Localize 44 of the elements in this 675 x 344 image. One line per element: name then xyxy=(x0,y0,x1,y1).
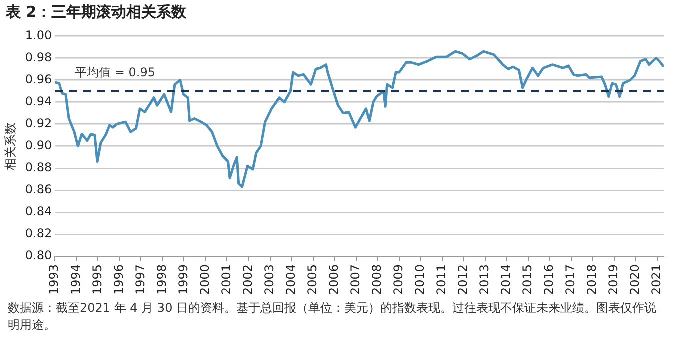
y-tick-label: 0.86 xyxy=(25,182,52,197)
y-tick-label: 1.00 xyxy=(25,28,52,42)
x-tick-label: 1999 xyxy=(176,264,190,296)
x-tick-label: 2009 xyxy=(391,264,406,296)
y-tick-label: 0.94 xyxy=(25,94,52,108)
x-tick-label: 2017 xyxy=(564,264,578,296)
y-tick-label: 0.90 xyxy=(25,138,52,152)
y-tick-label: 0.88 xyxy=(25,160,52,174)
x-tick-label: 2008 xyxy=(370,264,384,296)
x-tick-label: 1995 xyxy=(90,264,104,296)
x-tick-label: 2020 xyxy=(628,264,642,296)
x-tick-label: 2003 xyxy=(262,264,276,296)
ref-line-label: 平均值 = 0.95 xyxy=(75,65,156,80)
x-tick-label: 2002 xyxy=(240,264,255,296)
x-tick-label: 2014 xyxy=(499,264,514,296)
x-tick-label: 1998 xyxy=(154,264,169,296)
x-tick-label: 2004 xyxy=(284,264,298,296)
y-axis-title: 相关系数 xyxy=(3,122,18,170)
y-tick-label: 0.92 xyxy=(25,116,52,130)
y-tick-label: 0.80 xyxy=(25,248,52,263)
y-tick-label: 0.96 xyxy=(25,72,52,86)
x-tick-label: 2012 xyxy=(456,264,470,296)
y-tick-label: 0.82 xyxy=(25,226,52,241)
x-tick-label: 2016 xyxy=(542,264,556,296)
x-tick-label: 1994 xyxy=(68,264,83,296)
x-tick-label: 2021 xyxy=(650,264,664,296)
x-tick-label: 2019 xyxy=(606,264,621,296)
x-tick-label: 2013 xyxy=(478,264,492,296)
x-tick-label: 2001 xyxy=(219,264,234,296)
x-tick-label: 2006 xyxy=(326,264,341,296)
x-tick-label: 2011 xyxy=(434,264,448,296)
y-tick-label: 0.98 xyxy=(25,50,52,64)
x-tick-label: 2007 xyxy=(348,264,362,296)
x-tick-label: 2010 xyxy=(412,264,427,296)
text: 数据源：截至2021 年 4 月 30 日的资料。基于总回报（单位：美元）的指数表现。过往表现不保证未来业绩。图表仅作说明用途。 xyxy=(8,300,658,334)
chart-title: 表 2：三年期滚动相关系数 xyxy=(6,3,187,22)
x-tick-label: 2005 xyxy=(305,264,320,296)
x-tick-label: 2015 xyxy=(520,264,535,296)
x-tick-label: 1996 xyxy=(112,264,126,296)
x-tick-label: 2000 xyxy=(198,264,212,296)
x-tick-label: 1993 xyxy=(47,264,62,296)
x-tick-label: 1997 xyxy=(133,264,148,296)
x-tick-label: 2018 xyxy=(585,264,600,296)
y-tick-label: 0.84 xyxy=(25,204,52,219)
